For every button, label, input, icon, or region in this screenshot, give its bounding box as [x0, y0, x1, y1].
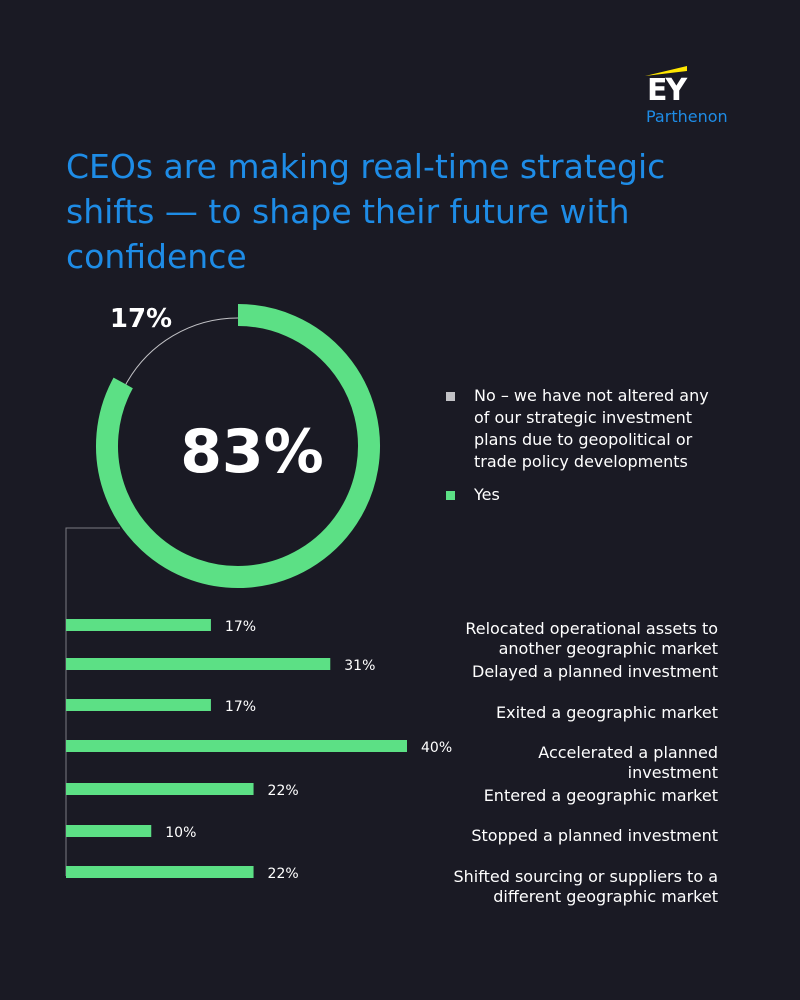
bar-2: [66, 658, 331, 670]
bar-value-label-7: 22%: [268, 866, 299, 882]
donut-legend: No – we have not altered any of our stra…: [445, 385, 725, 517]
logo-wordmark: EY: [647, 73, 687, 108]
donut-slice-no: [125, 317, 239, 385]
bar-category-label-5: Entered a geographic market: [484, 786, 718, 805]
legend-swatch-no: [446, 392, 455, 401]
bar-category-label-7: different geographic market: [493, 887, 718, 906]
legend-label-yes: Yes: [474, 485, 500, 504]
bar-category-label-1: Relocated operational assets to: [465, 619, 718, 638]
bar-category-label-4: Accelerated a planned: [538, 743, 718, 762]
bar-category-label-3: Exited a geographic market: [496, 703, 718, 722]
legend-item-yes: Yes: [445, 484, 725, 506]
donut-chart: 83% 17%: [96, 304, 380, 588]
bar-value-label-2: 31%: [344, 658, 375, 674]
bar-category-label-7: Shifted sourcing or suppliers to a: [454, 867, 719, 886]
bar-value-label-6: 10%: [165, 825, 196, 841]
page-title: CEOs are making real-time strategic shif…: [66, 147, 666, 276]
bar-connector-line: [65, 527, 120, 876]
bar-7: [66, 866, 254, 878]
legend-label-no: No – we have not altered any of our stra…: [474, 386, 709, 471]
bar-chart: 17% Relocated operational assets toanothe…: [65, 527, 719, 906]
logo-subtitle: Parthenon: [646, 107, 728, 126]
bar-category-label-1: another geographic market: [499, 639, 718, 658]
bar-value-label-3: 17%: [225, 699, 256, 715]
ey-parthenon-logo: EY Parthenon: [645, 62, 755, 132]
legend-swatch-yes: [446, 491, 455, 500]
legend-item-no: No – we have not altered any of our stra…: [445, 385, 725, 473]
donut-slice-no-label: 17%: [110, 304, 172, 334]
bar-5: [66, 783, 254, 795]
bar-value-label-5: 22%: [268, 783, 299, 799]
donut-center-label: 83%: [180, 417, 324, 487]
bar-6: [66, 825, 152, 837]
bar-4: [66, 740, 407, 752]
bar-category-label-6: Stopped a planned investment: [471, 826, 718, 845]
bar-value-label-4: 40%: [421, 740, 452, 756]
donut-slice-yes: [96, 304, 380, 588]
bar-category-label-4: investment: [628, 763, 718, 782]
logo-slash-mark: [645, 66, 687, 76]
bar-category-label-2: Delayed a planned investment: [472, 662, 718, 681]
bar-value-label-1: 17%: [225, 619, 256, 635]
bar-3: [66, 699, 211, 711]
bar-1: [66, 619, 211, 631]
